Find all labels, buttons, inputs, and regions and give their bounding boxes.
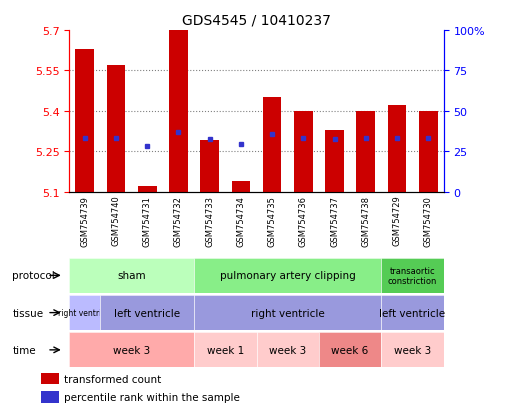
Text: GSM754736: GSM754736 (299, 195, 308, 246)
Text: left ventricle: left ventricle (114, 308, 181, 318)
Bar (325, 130, 344, 192)
Text: week 1: week 1 (207, 345, 244, 355)
Text: transformed count: transformed count (64, 374, 162, 384)
Bar (41, 373, 59, 385)
Bar (75, 50, 94, 192)
Text: right ventricle: right ventricle (57, 309, 112, 317)
Bar (357, 112, 375, 192)
Bar (419, 112, 438, 192)
Text: transaortic
constriction: transaortic constriction (388, 266, 437, 285)
Bar (388, 106, 406, 192)
Bar (200, 141, 219, 192)
Text: week 3: week 3 (113, 345, 150, 355)
Text: GSM754733: GSM754733 (205, 195, 214, 246)
Text: time: time (12, 345, 36, 355)
Bar (138, 187, 156, 192)
Text: GSM754738: GSM754738 (361, 195, 370, 246)
Text: tissue: tissue (12, 308, 44, 318)
Text: left ventricle: left ventricle (380, 308, 446, 318)
Text: week 6: week 6 (331, 345, 369, 355)
Text: GSM754729: GSM754729 (392, 195, 402, 246)
Text: GSM754740: GSM754740 (111, 195, 121, 246)
Text: week 3: week 3 (394, 345, 431, 355)
Text: GSM754732: GSM754732 (174, 195, 183, 246)
Bar (263, 98, 282, 192)
Text: right ventricle: right ventricle (251, 308, 325, 318)
Text: GSM754739: GSM754739 (81, 195, 89, 246)
Text: GSM754731: GSM754731 (143, 195, 152, 246)
Text: GSM754735: GSM754735 (268, 195, 277, 246)
Text: week 3: week 3 (269, 345, 306, 355)
Bar (169, 31, 188, 192)
Bar (41, 391, 59, 403)
Text: GSM754730: GSM754730 (424, 195, 432, 246)
Text: protocol: protocol (12, 271, 55, 281)
Text: GSM754737: GSM754737 (330, 195, 339, 246)
Text: sham: sham (117, 271, 146, 281)
Text: pulmonary artery clipping: pulmonary artery clipping (220, 271, 356, 281)
Bar (294, 112, 312, 192)
Bar (107, 66, 126, 192)
Title: GDS4545 / 10410237: GDS4545 / 10410237 (182, 13, 331, 27)
Text: percentile rank within the sample: percentile rank within the sample (64, 392, 240, 402)
Text: GSM754734: GSM754734 (236, 195, 245, 246)
Bar (231, 181, 250, 192)
